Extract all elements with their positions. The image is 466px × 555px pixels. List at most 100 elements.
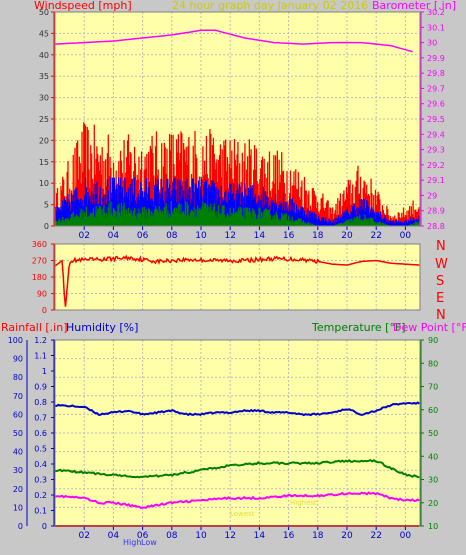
- temperature-tick-label: 80: [428, 359, 438, 368]
- axis-ticks: 02 04 06 08 10 12 14 16 18 20 22 000510152025303540…: [8, 8, 445, 541]
- temp-x-tick-label: 00: [400, 531, 412, 541]
- windspeed-tick-label: 5: [44, 201, 49, 210]
- barometer-tick-label: 29.2: [427, 161, 445, 170]
- temperature-tick-label: 70: [428, 383, 438, 392]
- barometer-tick-label: 29.9: [427, 54, 445, 63]
- wind-x-tick-label: 04: [108, 231, 120, 241]
- temp-x-tick-label: 12: [224, 531, 235, 541]
- humidity-tick-label: 30: [13, 466, 23, 475]
- windspeed-tick-label: 15: [39, 158, 49, 167]
- rainfall-tick-label: 0.1: [34, 507, 47, 516]
- humidity-tick-label: 20: [13, 485, 23, 494]
- direction-tick-label: 180: [32, 273, 47, 282]
- wind-x-tick-label: 02: [78, 231, 89, 241]
- wind-series: [54, 29, 420, 226]
- windspeed-tick-label: 25: [39, 115, 49, 124]
- temp-x-tick-label: 06: [137, 531, 149, 541]
- annotation-lowest: Lowest: [230, 510, 255, 518]
- annotation-highest: Highest: [290, 499, 317, 507]
- temperature-tick-label: 30: [428, 476, 438, 485]
- direction-label-e: E: [436, 291, 444, 306]
- barometer-tick-label: 29.6: [427, 100, 445, 109]
- barometer-tick-label: 29.1: [427, 176, 445, 185]
- rainfall-tick-label: 0.8: [34, 398, 47, 407]
- annotation-high: High: [123, 538, 141, 547]
- rainfall-tick-label: 0.3: [34, 476, 47, 485]
- wind-direction-line: [54, 254, 420, 307]
- humidity-axis-label: Humidity [%]: [66, 321, 138, 334]
- windspeed-tick-label: 45: [39, 29, 49, 38]
- chart-title: 24 hour graph day January 02 2016: [172, 0, 368, 12]
- temperature-tick-label: 60: [428, 406, 438, 415]
- rainfall-tick-label: 0.9: [34, 383, 47, 392]
- temp-x-tick-label: 18: [312, 531, 324, 541]
- windspeed-tick-label: 40: [39, 51, 49, 60]
- wind-x-tick-label: 06: [137, 231, 149, 241]
- dewpoint-line: [54, 491, 420, 509]
- wind-x-tick-label: 14: [254, 231, 266, 241]
- barometer-tick-label: 29.8: [427, 69, 445, 78]
- barometer-tick-label: 29: [427, 191, 437, 200]
- wind-x-tick-label: 08: [166, 231, 178, 241]
- humidity-tick-label: 40: [13, 448, 23, 457]
- barometer-tick-label: 29.3: [427, 146, 445, 155]
- direction-plot-border: [54, 243, 421, 311]
- temp-x-tick-label: 04: [108, 531, 120, 541]
- wind-x-tick-label: 10: [195, 231, 207, 241]
- windspeed-axis-label: Windspeed [mph]: [34, 0, 132, 12]
- direction-label-n-bottom: N: [436, 308, 446, 323]
- humidity-tick-label: 100: [8, 336, 23, 345]
- temperature-tick-label: 90: [428, 336, 438, 345]
- wind-x-tick-label: 00: [400, 231, 412, 241]
- temp-x-tick-label: 16: [283, 531, 295, 541]
- humidity-line: [54, 401, 420, 417]
- rainfall-tick-label: 0.7: [34, 414, 47, 423]
- temp-x-tick-label: 22: [370, 531, 381, 541]
- rainfall-tick-label: 0.6: [34, 429, 47, 438]
- temperature-axis-label: Temperature [°F]: [311, 321, 406, 334]
- direction-plot-area: [55, 244, 420, 310]
- direction-tick-label: 90: [37, 290, 47, 299]
- humidity-tick-label: 0: [18, 522, 23, 531]
- direction-tick-label: 360: [32, 240, 47, 249]
- temperature-line: [54, 458, 420, 479]
- windspeed-tick-label: 35: [39, 72, 49, 81]
- windspeed-tick-label: 10: [39, 179, 49, 188]
- wind-x-tick-label: 12: [224, 231, 235, 241]
- humidity-tick-label: 90: [13, 355, 23, 364]
- direction-label-s: S: [436, 274, 444, 289]
- barometer-tick-label: 29.4: [427, 130, 445, 139]
- rainfall-tick-label: 0.4: [34, 460, 47, 469]
- direction-tick-label: 0: [42, 306, 47, 315]
- rainfall-axis-label: Rainfall [.in]: [1, 321, 68, 334]
- barometer-tick-label: 30.2: [427, 8, 445, 17]
- temperature-tick-label: 20: [428, 499, 438, 508]
- wind-plot-border: [54, 11, 421, 227]
- humidity-tick-label: 10: [13, 503, 23, 512]
- windspeed-tick-label: 0: [44, 222, 49, 231]
- barometer-tick-label: 28.9: [427, 207, 445, 216]
- rainfall-tick-label: 0: [42, 522, 47, 531]
- humidity-tick-label: 70: [13, 392, 23, 401]
- rainfall-tick-label: 1.1: [34, 352, 47, 361]
- humidity-tick-label: 60: [13, 410, 23, 419]
- temp-x-tick-label: 10: [195, 531, 207, 541]
- windspeed-tick-label: 30: [39, 94, 49, 103]
- direction-label-n-top: N: [436, 239, 446, 254]
- temp-x-tick-label: 14: [254, 531, 266, 541]
- barometer-axis-label: Barometer [.in]: [372, 0, 456, 12]
- windspeed-tick-label: 20: [39, 136, 49, 145]
- wind-x-tick-label: 20: [341, 231, 353, 241]
- temp-plot-border: [54, 339, 421, 527]
- temperature-tick-label: 50: [428, 429, 438, 438]
- barometer-tick-label: 30: [427, 39, 437, 48]
- direction-tick-label: 270: [32, 257, 47, 266]
- temp-x-tick-label: 08: [166, 531, 178, 541]
- direction-series: [54, 254, 420, 307]
- rainfall-tick-label: 0.5: [34, 445, 47, 454]
- wind-x-tick-label: 16: [283, 231, 295, 241]
- barometer-line: [54, 29, 413, 53]
- annotation-low: Low: [141, 538, 157, 547]
- humidity-tick-label: 50: [13, 429, 23, 438]
